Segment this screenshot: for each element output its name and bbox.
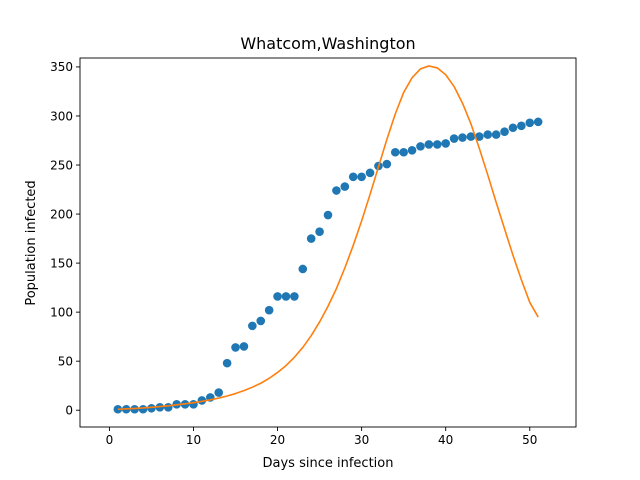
scatter-point — [306, 234, 316, 243]
scatter-point — [491, 130, 501, 139]
scatter-point — [239, 342, 249, 351]
scatter-point — [290, 292, 299, 301]
plot-area: 0 10 20 30 40 50 0 50 100 150 200 250 300 350 — [50, 57, 577, 447]
scatter-point — [332, 186, 341, 195]
y-tick-label: 0 — [65, 404, 73, 418]
x-axis-label: Days since infection — [263, 456, 394, 471]
scatter-point — [441, 139, 450, 148]
scatter-point — [189, 400, 198, 409]
y-tick-label: 200 — [50, 207, 73, 221]
scatter-point — [508, 123, 518, 133]
y-tick-label: 250 — [50, 158, 73, 172]
scatter-point — [475, 132, 484, 141]
scatter-point — [382, 159, 392, 169]
scatter-point — [449, 134, 459, 143]
scatter-point — [500, 127, 509, 136]
scatter-point — [281, 292, 291, 301]
x-tick-label: 40 — [438, 433, 453, 447]
y-tick-label: 150 — [50, 256, 73, 270]
y-tick-label: 350 — [50, 60, 73, 74]
scatter-point — [424, 140, 434, 149]
line-series — [117, 65, 539, 411]
scatter-point — [264, 305, 274, 315]
x-tick-label: 20 — [270, 433, 285, 447]
scatter-series — [113, 117, 543, 414]
y-axis-label: Population infected — [24, 180, 39, 305]
y-tick-label: 50 — [58, 354, 73, 368]
scatter-point — [273, 292, 282, 301]
scatter-point — [517, 121, 526, 131]
scatter-point — [248, 321, 257, 331]
scatter-point — [466, 132, 476, 141]
scatter-point — [163, 402, 173, 412]
scatter-point — [298, 264, 308, 274]
scatter-point — [256, 316, 266, 326]
scatter-point — [197, 396, 207, 405]
plot-frame — [79, 57, 577, 428]
scatter-point — [365, 168, 375, 178]
y-tick-label: 300 — [50, 109, 73, 123]
scatter-point — [323, 210, 333, 220]
x-tick-label: 10 — [186, 433, 201, 447]
scatter-point — [525, 118, 535, 128]
x-tick-label: 50 — [522, 433, 537, 447]
scatter-point — [222, 358, 232, 368]
scatter-point — [348, 172, 358, 182]
scatter-point — [533, 117, 543, 127]
scatter-point — [390, 147, 400, 157]
scatter-point — [432, 140, 442, 149]
scatter-point — [416, 142, 425, 151]
scatter-point — [138, 404, 148, 414]
scatter-point — [147, 403, 156, 413]
scatter-point — [214, 388, 224, 397]
x-tick-label: 30 — [354, 433, 369, 447]
series-line — [117, 65, 539, 411]
scatter-point — [231, 343, 240, 352]
scatter-point — [315, 227, 324, 237]
scatter-point — [458, 133, 467, 142]
y-tick-label: 100 — [50, 305, 73, 319]
chart-title: Whatcom,Washington — [240, 34, 415, 53]
scatter-point — [340, 182, 350, 191]
x-tick-label: 0 — [106, 433, 114, 447]
scatter-point — [357, 172, 366, 182]
scatter-point — [407, 145, 417, 155]
scatter-point — [483, 130, 493, 139]
scatter-point — [399, 147, 408, 157]
